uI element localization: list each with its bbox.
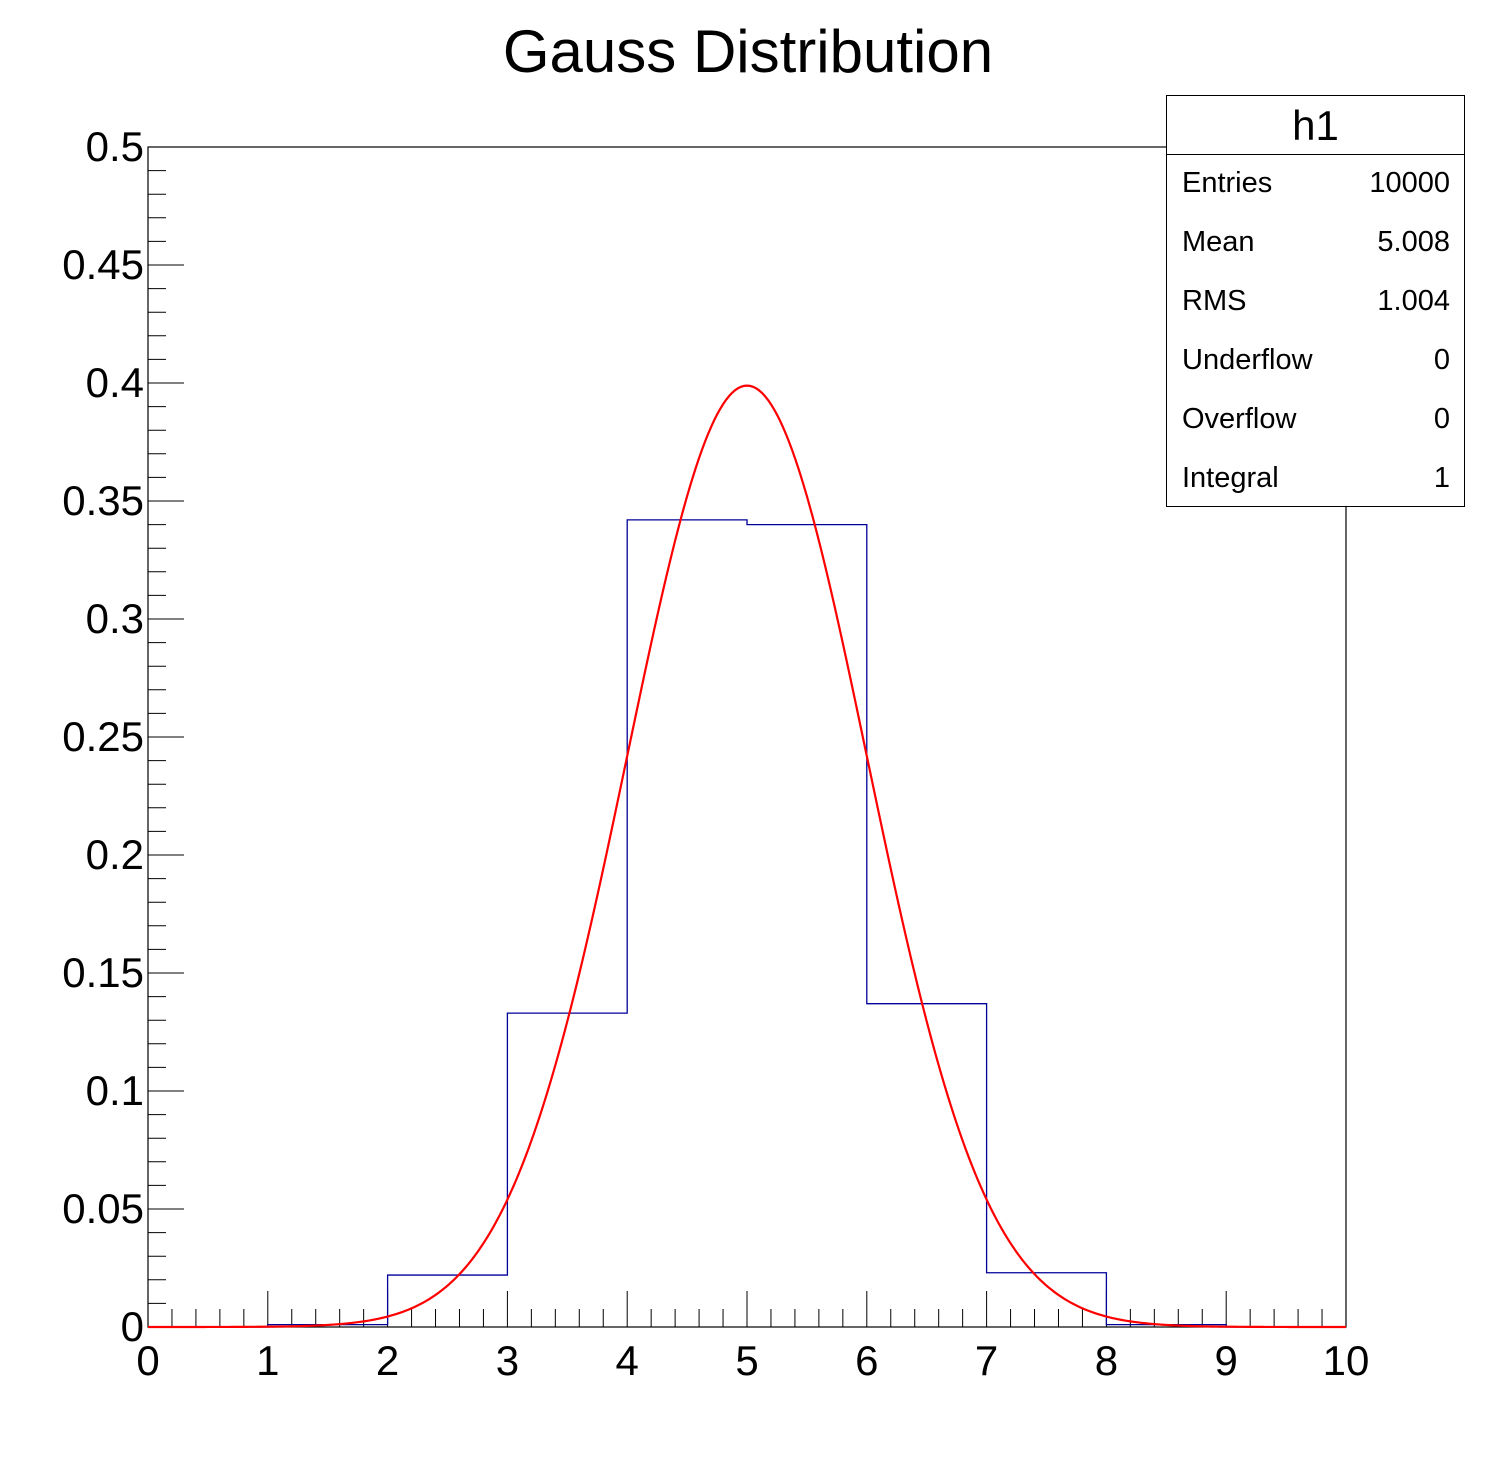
- y-axis: 0 0.05 0.1 0.15 0.2 0.25 0.3 0.35 0.4 0.45 0.5: [62, 123, 184, 1350]
- x-tick-label: 6: [855, 1337, 878, 1384]
- stats-title: h1: [1167, 96, 1464, 155]
- stats-row-entries: Entries 10000: [1167, 155, 1464, 214]
- y-tick-label: 0.05: [62, 1185, 144, 1232]
- stats-box: h1 Entries 10000 Mean 5.008 RMS 1.004 Underflo…: [1166, 95, 1465, 507]
- x-tick-label: 9: [1215, 1337, 1238, 1384]
- y-tick-label: 0.45: [62, 241, 144, 288]
- histogram-line: [148, 519, 1346, 1328]
- stats-row-rms: RMS 1.004: [1167, 273, 1464, 332]
- stats-value: 0: [1433, 344, 1450, 376]
- x-tick-label: 0: [136, 1337, 159, 1384]
- fit-curve: [148, 384, 1346, 1329]
- stats-rows: Entries 10000 Mean 5.008 RMS 1.004 Underflow 0 O…: [1167, 155, 1464, 509]
- stats-row-mean: Mean 5.008: [1167, 214, 1464, 273]
- stats-value: 10000: [1369, 167, 1450, 199]
- stats-label: Integral: [1182, 462, 1279, 494]
- histogram-series: [148, 519, 1346, 1328]
- x-tick-label: 4: [616, 1337, 639, 1384]
- stats-value: 5.008: [1377, 226, 1450, 258]
- x-tick-label: 10: [1323, 1337, 1370, 1384]
- histogram-bin: [627, 520, 747, 1327]
- stats-label: Overflow: [1182, 403, 1297, 435]
- histogram-bin: [987, 1273, 1107, 1327]
- y-tick-label: 0.3: [86, 595, 144, 642]
- histogram-bin: [867, 1004, 987, 1327]
- y-tick-label: 0.25: [62, 713, 144, 760]
- histogram-bin: [747, 525, 867, 1327]
- y-tick-label: 0: [121, 1303, 144, 1350]
- stats-row-integral: Integral 1: [1167, 450, 1464, 509]
- histogram-bin: [388, 1275, 508, 1327]
- stats-label: Underflow: [1182, 344, 1313, 376]
- stats-label: RMS: [1182, 285, 1247, 317]
- y-tick-label: 0.4: [86, 359, 144, 406]
- stats-value: 0: [1433, 403, 1450, 435]
- stats-row-overflow: Overflow 0: [1167, 391, 1464, 450]
- stats-value: 1: [1433, 462, 1450, 494]
- x-axis: 0 1 2 3 4 5 6 7 8 9 10: [136, 1291, 1369, 1384]
- x-tick-label: 8: [1095, 1337, 1118, 1384]
- stats-value: 1.004: [1377, 285, 1450, 317]
- y-tick-label: 0.35: [62, 477, 144, 524]
- x-tick-label: 5: [735, 1337, 758, 1384]
- x-tick-label: 3: [496, 1337, 519, 1384]
- chart-title: Gauss Distribution: [503, 18, 993, 85]
- x-tick-label: 7: [975, 1337, 998, 1384]
- stats-label: Entries: [1182, 167, 1273, 199]
- y-tick-label: 0.2: [86, 831, 144, 878]
- fit-curve-series: [148, 384, 1346, 1329]
- x-tick-label: 1: [256, 1337, 279, 1384]
- y-tick-label: 0.5: [86, 123, 144, 170]
- x-tick-label: 2: [376, 1337, 399, 1384]
- y-tick-label: 0.15: [62, 949, 144, 996]
- histogram-bin: [507, 1013, 627, 1327]
- stats-label: Mean: [1182, 226, 1255, 258]
- stats-row-underflow: Underflow 0: [1167, 332, 1464, 391]
- y-tick-label: 0.1: [86, 1067, 144, 1114]
